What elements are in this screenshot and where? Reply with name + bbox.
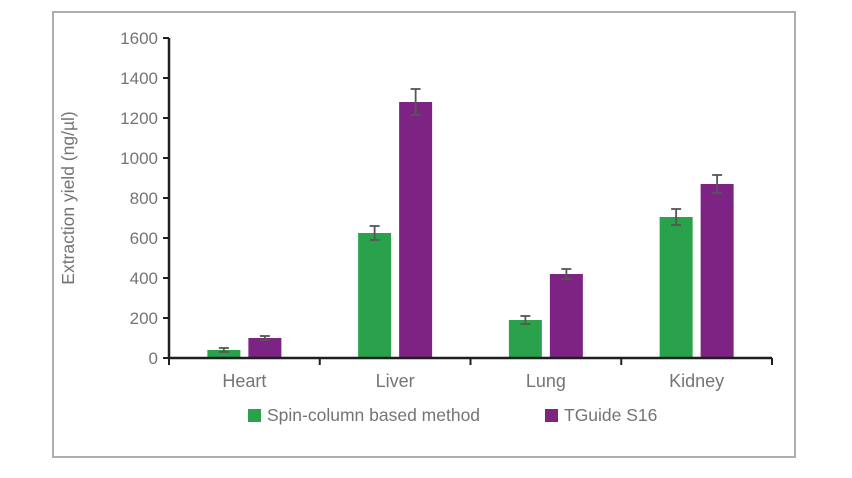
- y-tick-label: 200: [130, 309, 158, 328]
- legend-label-series-1: Spin-column based method: [267, 405, 480, 425]
- x-category-label-liver: Liver: [376, 371, 415, 391]
- y-tick-label: 1400: [120, 69, 158, 88]
- bar-heart-series-1: [207, 350, 241, 358]
- chart-frame: 0 200 400 600 800 1000 1200 1400 1600 Heart Liver L…: [52, 11, 796, 458]
- bar-kidney-series-2: [700, 184, 734, 358]
- error-bar-heart-series-2: [259, 335, 270, 341]
- y-tick-label: 800: [130, 189, 158, 208]
- y-tick-label: 1600: [120, 29, 158, 48]
- y-tick-label: 400: [130, 269, 158, 288]
- x-category-label-lung: Lung: [526, 371, 566, 391]
- extraction-yield-bar-chart: 0 200 400 600 800 1000 1200 1400 1600 Heart Liver L…: [58, 29, 773, 425]
- bar-liver-series-2: [399, 102, 433, 358]
- error-bar-liver-series-1: [369, 225, 380, 241]
- legend-swatch-series-1: [248, 409, 261, 422]
- error-bar-kidney-series-1: [671, 208, 682, 226]
- legend-label-series-2: TGuide S16: [564, 405, 657, 425]
- bar-heart-series-2: [248, 338, 282, 358]
- y-tick-label: 1000: [120, 149, 158, 168]
- y-tick-label: 1200: [120, 109, 158, 128]
- x-category-label-kidney: Kidney: [669, 371, 724, 391]
- error-bar-kidney-series-2: [712, 174, 723, 194]
- y-tick-label: 0: [149, 349, 158, 368]
- error-bar-lung-series-2: [561, 268, 572, 280]
- bar-lung-series-1: [508, 320, 542, 358]
- bar-kidney-series-1: [659, 217, 693, 358]
- x-category-label-heart: Heart: [222, 371, 266, 391]
- error-bar-liver-series-2: [410, 88, 421, 116]
- legend-swatch-series-2: [545, 409, 558, 422]
- error-bar-lung-series-1: [520, 315, 531, 325]
- error-bar-heart-series-1: [218, 347, 229, 353]
- y-axis-title: Extraction yield (ng/µl): [58, 111, 78, 284]
- y-tick-label: 600: [130, 229, 158, 248]
- bar-liver-series-1: [358, 233, 392, 358]
- bar-lung-series-2: [549, 274, 583, 358]
